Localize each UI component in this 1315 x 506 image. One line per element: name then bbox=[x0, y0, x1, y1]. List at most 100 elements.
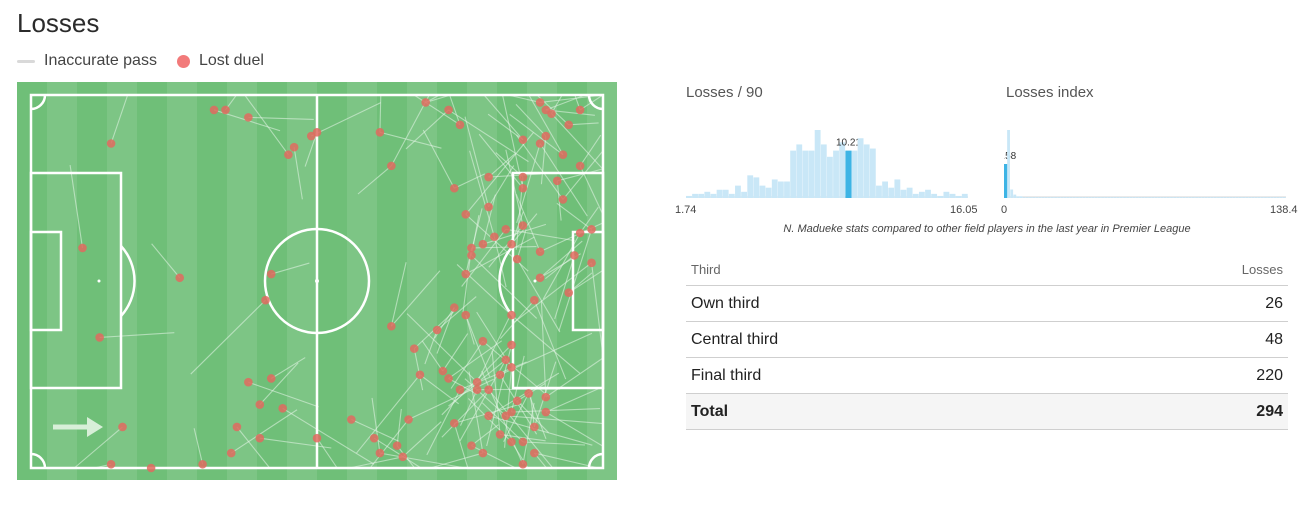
inaccurate-pass-line bbox=[448, 109, 529, 163]
histogram-bar bbox=[698, 193, 705, 198]
histogram-bar bbox=[869, 148, 876, 198]
histogram-bar bbox=[814, 130, 821, 198]
left-penalty-arc bbox=[120, 245, 136, 317]
inaccurate-pass-line bbox=[461, 228, 507, 287]
inaccurate-pass-line bbox=[515, 103, 547, 137]
legend-inaccurate-pass-label: Inaccurate pass bbox=[44, 52, 157, 69]
inaccurate-pass-line bbox=[568, 122, 599, 126]
histogram-bar bbox=[753, 177, 760, 198]
inaccurate-pass-line bbox=[516, 258, 561, 333]
lost-duel-point bbox=[449, 303, 459, 312]
lost-duel-point bbox=[507, 362, 516, 372]
lost-duel-point bbox=[392, 441, 402, 450]
inaccurate-pass-line bbox=[562, 150, 604, 200]
lost-duel-point bbox=[484, 172, 493, 182]
inaccurate-pass-line bbox=[413, 348, 424, 391]
histogram-bar bbox=[1057, 197, 1061, 198]
histogram-bar bbox=[1217, 197, 1220, 198]
pitch-stripes bbox=[17, 82, 617, 480]
histogram-bar bbox=[796, 144, 803, 198]
histogram-bar bbox=[1251, 197, 1255, 198]
lost-duel-point bbox=[587, 258, 596, 268]
lost-duel-point bbox=[587, 224, 596, 234]
histogram-bar bbox=[1119, 197, 1123, 198]
histogram-bar bbox=[1282, 197, 1286, 198]
inaccurate-pass-line bbox=[545, 357, 604, 398]
histogram-bar bbox=[1104, 197, 1108, 198]
histogram-bar bbox=[1044, 197, 1048, 198]
inaccurate-pass-line bbox=[557, 168, 604, 182]
inaccurate-pass-line bbox=[449, 94, 461, 126]
lost-duel-point bbox=[495, 430, 505, 439]
inaccurate-pass-line bbox=[554, 255, 575, 320]
inaccurate-pass-line bbox=[579, 206, 599, 234]
histogram-bar bbox=[1123, 197, 1126, 198]
histogram-bar bbox=[1270, 197, 1274, 198]
inaccurate-pass-line bbox=[503, 393, 530, 442]
lost-duel-point bbox=[449, 183, 459, 193]
inaccurate-pass-line bbox=[516, 143, 541, 224]
pitch-stripe bbox=[377, 82, 408, 480]
lost-duel-point bbox=[518, 459, 528, 469]
inaccurate-pass-line bbox=[539, 143, 588, 217]
lost-duel-point bbox=[375, 448, 385, 458]
lost-duel-point bbox=[541, 407, 551, 417]
histogram-bar bbox=[1276, 197, 1280, 198]
lost-duel-point bbox=[289, 142, 299, 152]
inaccurate-pass-line bbox=[488, 415, 593, 446]
inaccurate-pass-line bbox=[539, 240, 583, 279]
losses-index-value-label: 1.58 bbox=[1004, 151, 1017, 162]
histogram-bar bbox=[1035, 197, 1039, 198]
lost-duel-point bbox=[564, 120, 573, 130]
histogram-bar bbox=[1076, 197, 1079, 198]
losses-per-90-histogram: 10.21 bbox=[686, 130, 968, 198]
lost-duel-point bbox=[278, 404, 287, 413]
histogram-bar bbox=[857, 138, 864, 198]
table-row: Own third 26 bbox=[686, 285, 1288, 322]
histogram-bar bbox=[1066, 197, 1070, 198]
inaccurate-pass-line bbox=[293, 147, 303, 200]
inaccurate-pass-line bbox=[357, 165, 392, 195]
lost-duel-point bbox=[535, 98, 545, 107]
lost-duel-point bbox=[512, 254, 522, 264]
histogram-bar bbox=[1007, 130, 1010, 198]
lost-duel-point bbox=[490, 232, 499, 242]
losses-index-histogram: 1.58 bbox=[1004, 130, 1286, 198]
corner-arc-tl bbox=[30, 94, 47, 111]
table-total-row: Total 294 bbox=[686, 393, 1288, 430]
histogram-bar bbox=[833, 150, 839, 198]
inaccurate-pass-line bbox=[545, 411, 604, 447]
histogram-bar bbox=[1141, 197, 1145, 198]
inaccurate-pass-line bbox=[551, 113, 604, 170]
lost-duel-point bbox=[78, 243, 87, 253]
histogram-bar bbox=[1170, 197, 1173, 198]
histogram-bar bbox=[765, 187, 772, 198]
lost-duel-point bbox=[530, 422, 539, 432]
lost-duel-point bbox=[507, 239, 516, 249]
inaccurate-pass-line bbox=[349, 456, 403, 469]
histogram-bar bbox=[863, 144, 870, 198]
lost-duel-point bbox=[547, 109, 556, 118]
inaccurate-pass-line bbox=[405, 109, 449, 150]
losses-cell: 26 bbox=[1080, 285, 1288, 322]
lost-duel-point bbox=[421, 98, 430, 107]
lost-duel-point bbox=[146, 463, 156, 473]
inaccurate-pass-line bbox=[488, 153, 516, 178]
histogram-bar bbox=[1016, 196, 1020, 198]
inaccurate-pass-line bbox=[459, 389, 478, 426]
histogram-bar bbox=[1072, 197, 1076, 198]
histogram-bar bbox=[1201, 197, 1205, 198]
inaccurate-pass-line bbox=[390, 270, 441, 327]
inaccurate-pass-line bbox=[465, 236, 535, 275]
inaccurate-pass-line bbox=[413, 94, 461, 126]
pitch-stripe bbox=[317, 82, 348, 480]
lost-duel-point bbox=[255, 433, 265, 443]
histogram-bar bbox=[1257, 197, 1261, 198]
lost-duel-point bbox=[95, 333, 104, 342]
inaccurate-pass-line bbox=[591, 262, 604, 357]
lost-duel-point bbox=[455, 120, 465, 130]
histogram-bar bbox=[710, 193, 717, 198]
pitch-stripe bbox=[77, 82, 108, 480]
losses-index-min: 0 bbox=[1001, 204, 1008, 216]
inaccurate-pass-line bbox=[568, 269, 604, 294]
